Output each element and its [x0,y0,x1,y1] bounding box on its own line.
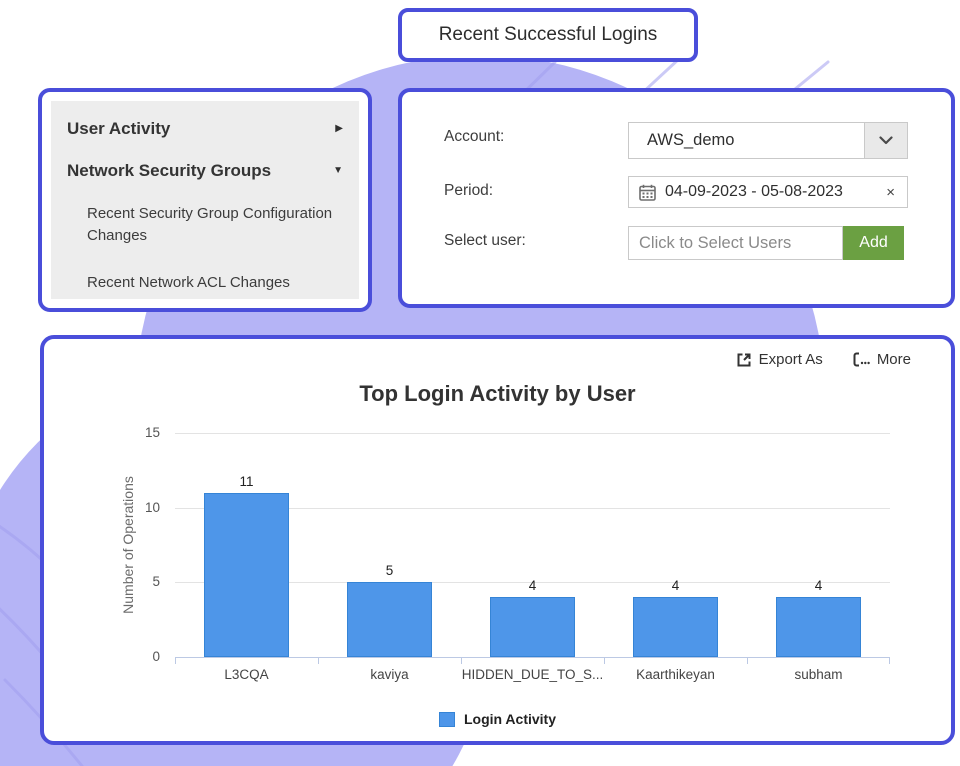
account-select[interactable]: AWS_demo [628,122,908,159]
bar-chart-plot-area: 11 5 4 4 4 [175,433,890,658]
period-date-range-field[interactable]: 04-09-2023 - 05-08-2023 × [628,176,908,208]
bar-slot: 11 [175,433,318,657]
x-tick-label: HIDDEN_DUE_TO_S... [461,667,604,682]
page-title-card: Recent Successful Logins [398,8,698,62]
x-tick-label: kaviya [370,667,409,682]
chart-actions: Export As More [736,351,911,368]
bar-slot: 4 [604,433,747,657]
gridline [175,433,890,434]
x-axis-labels: L3CQA kaviya HIDDEN_DUE_TO_S... Kaarthikeya… [175,667,890,682]
select-users-input[interactable]: Click to Select Users [628,226,843,260]
bar-value-label: 5 [385,563,394,578]
calendar-icon [639,184,656,201]
x-axis-tick [889,657,890,664]
period-value: 04-09-2023 - 05-08-2023 [665,183,843,200]
page-title: Recent Successful Logins [438,24,658,45]
bar-value-label: 11 [239,474,254,489]
chart-title: Top Login Activity by User [359,381,636,406]
menu-item-label: User Activity [67,119,171,138]
legend-item-login-activity[interactable]: Login Activity [44,711,951,727]
x-tick-label: subham [794,667,843,682]
y-tick-label: 0 [152,649,160,664]
x-axis-tick [318,657,319,664]
y-axis-tick-labels: 0 5 10 15 [130,425,168,664]
chevron-right-icon: ▶ [335,123,343,134]
bar-kaviya[interactable] [347,582,432,657]
gridline [175,582,890,584]
chevron-down-icon [864,123,907,158]
chevron-down-icon: ▼ [333,165,343,176]
account-label: Account: [444,128,505,145]
bar-value-label: 4 [814,578,823,593]
bar-subham[interactable] [776,597,861,657]
more-icon [853,352,870,367]
bar-L3CQA[interactable] [204,493,289,657]
select-users-placeholder: Click to Select Users [639,233,792,252]
x-tick-label: L3CQA [224,667,269,682]
gridline [175,507,890,509]
chart-card: Export As More Top Login Activity by Use… [40,335,955,745]
bar-slot: 4 [747,433,890,657]
y-tick-label: 5 [152,574,160,590]
select-user-label: Select user: [444,232,526,249]
period-label: Period: [444,182,494,199]
bar-HIDDEN_DUE_TO_S...[interactable] [490,597,575,657]
x-axis-tick [604,657,605,664]
bar-series: 11 5 4 4 4 [175,433,890,657]
y-tick-label: 10 [144,499,160,515]
x-axis-tick [175,657,176,664]
menu-item-user-activity[interactable]: User Activity ▶ [67,119,343,139]
account-select-value: AWS_demo [647,131,735,149]
add-button-label: Add [859,234,888,251]
add-user-button[interactable]: Add [843,226,904,260]
export-icon [736,352,752,368]
more-label: More [876,351,911,368]
report-menu: User Activity ▶ Network Security Groups … [51,101,359,299]
bar-slot: 5 [318,433,461,657]
x-axis-tick [747,657,748,664]
menu-item-recent-security-group-configuration-changes[interactable]: Recent Security Group Configuration Chan… [87,205,333,244]
bar-value-label: 4 [528,578,537,593]
x-tick-label: Kaarthikeyan [636,667,715,682]
x-axis-ticks [175,657,890,665]
legend-swatch [438,711,455,727]
x-axis-tick [461,657,462,664]
export-as-button[interactable]: Export As [736,351,823,368]
export-as-label: Export As [758,351,823,368]
menu-item-recent-network-acl-changes[interactable]: Recent Network ACL Changes [87,274,290,291]
more-button[interactable]: More [853,351,911,368]
menu-item-label: Network Security Groups [67,161,272,180]
filter-form-card: Account: AWS_demo Period: 04-09-2023 [398,88,955,308]
report-menu-card: User Activity ▶ Network Security Groups … [38,88,372,312]
bar-Kaarthikeyan[interactable] [633,597,718,657]
clear-period-icon[interactable]: × [886,183,895,201]
bar-slot: 4 [461,433,604,657]
legend-label: Login Activity [463,711,557,727]
menu-item-network-security-groups[interactable]: Network Security Groups ▼ [67,161,343,181]
y-tick-label: 15 [144,425,160,440]
bar-value-label: 4 [671,578,680,593]
